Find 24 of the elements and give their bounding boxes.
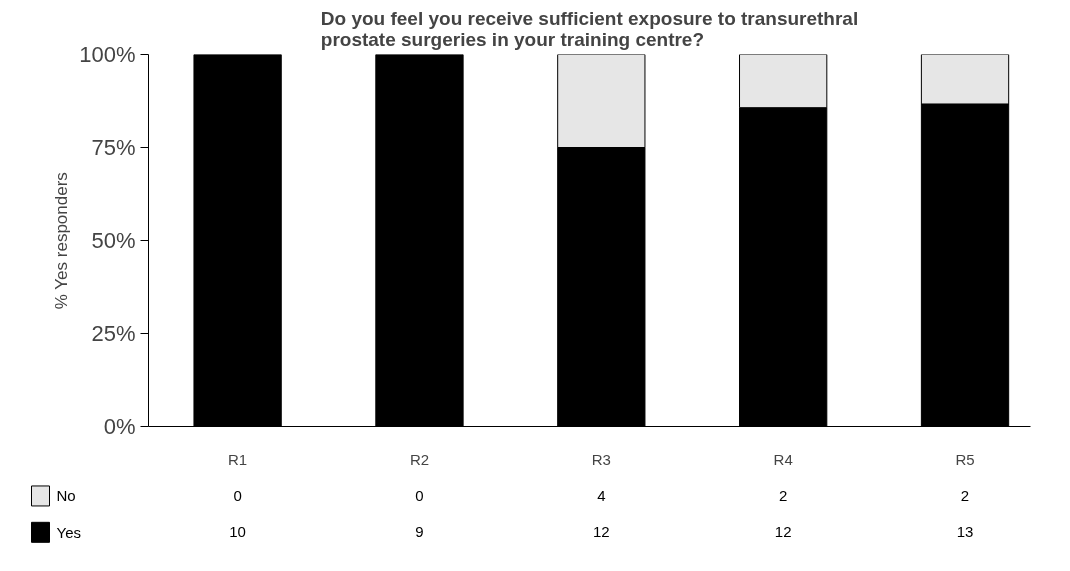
text: 0 — [233, 486, 242, 504]
legend-label: No — [56, 487, 76, 505]
y-tick-label: 25% — [91, 321, 136, 346]
x-tick-label: R2 — [409, 450, 430, 468]
text: 4 — [597, 486, 606, 504]
y-axis-title: % Yes responders — [52, 172, 72, 310]
y-tick-label: 0% — [103, 414, 136, 439]
text: 12 — [774, 523, 792, 541]
legend-label: Yes — [56, 523, 81, 541]
y-tick-label: 50% — [91, 228, 136, 253]
text: 12 — [592, 523, 610, 541]
x-tick-label: R1 — [228, 450, 248, 468]
text: 0 — [415, 486, 424, 504]
x-tick-label: R5 — [955, 450, 975, 468]
y-tick-label: 75% — [91, 135, 136, 160]
text: 2 — [960, 486, 970, 504]
text: 9 — [415, 523, 424, 541]
text: 10 — [229, 523, 246, 541]
text: 2 — [779, 486, 788, 504]
y-tick-label: 100% — [79, 42, 136, 67]
x-tick-label: R3 — [591, 450, 611, 468]
x-tick-label: R4 — [773, 450, 793, 468]
text: 13 — [956, 523, 974, 541]
chart-title: Do you feel you receive sufficient exposure to transurethral prostate surgeries in your training centre? — [320, 7, 859, 50]
